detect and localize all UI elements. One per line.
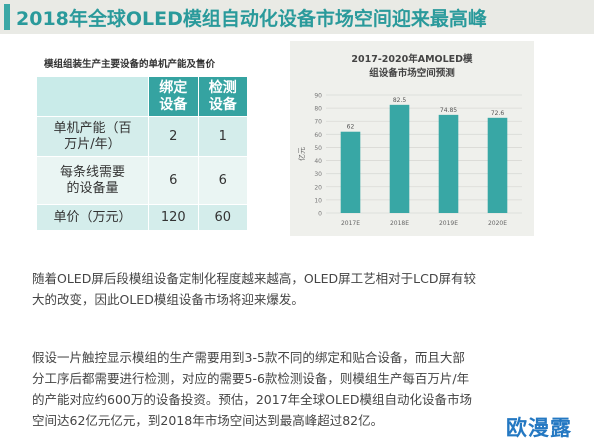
bar	[389, 104, 410, 213]
table-row: 单机产能（百 万片/年） 2 1	[36, 116, 248, 157]
data-label: 72.6	[491, 110, 505, 117]
chart-panel: 2017-2020年AMOLED模 组设备市场空间预测 0 10 20 30 40 50 60…	[290, 41, 534, 236]
y-tick-label: 60	[314, 132, 322, 139]
row-label: 单机产能（百 万片/年）	[36, 116, 149, 157]
header-accent-bar	[4, 4, 10, 30]
header-banner: 2018年全球OLED模组自动化设备市场空间迎来最高峰	[0, 0, 594, 34]
table-cell: 120	[148, 204, 199, 231]
y-axis-label: 亿元	[297, 147, 306, 161]
table-cell: 60	[197, 204, 248, 231]
bar	[340, 131, 361, 213]
paragraph-line: 假设一片触控显示模组的生产需要用到3-5款不同的绑定和贴合设备，而且大部	[32, 350, 465, 365]
bar	[487, 117, 508, 213]
column-header: 绑定 设备	[148, 76, 199, 117]
paragraph-line: 随着OLED屏后段模组设备定制化程度越来越高，OLED屏工艺相对于LCD屏有较	[32, 271, 476, 286]
page-title: 2018年全球OLED模组自动化设备市场空间迎来最高峰	[16, 8, 487, 30]
x-tick-label: 2017E	[341, 220, 360, 227]
row-label: 每条线需要 的设备量	[36, 156, 149, 205]
x-tick-label: 2019E	[439, 220, 458, 227]
table-cell: 2	[148, 116, 199, 157]
y-tick-label: 20	[314, 184, 322, 191]
x-tick-label: 2020E	[488, 220, 507, 227]
paragraph-line: 大的改变，因此OLED模组设备市场将迎来爆发。	[32, 292, 304, 307]
paragraph-line: 分工序后都需要进行检测，对应的需要5-6款检测设备，则模组生产每百万片/年	[32, 371, 470, 386]
chart-title-text: 2017-2020年AMOLED模 组设备市场空间预测	[351, 54, 473, 79]
y-tick-label: 40	[314, 158, 322, 165]
y-tick-label: 80	[314, 106, 322, 113]
table-row: 单价（万元） 120 60	[36, 204, 248, 231]
paragraph-line: 空间达62亿元亿元，到2018年市场空间达到最高峰超过82亿。	[32, 413, 384, 428]
equipment-table: 绑定 设备 检测 设备 单机产能（百 万片/年） 2 1 每条线需要 的设备量 6 6 …	[36, 76, 248, 231]
column-header-label: 检测 设备	[208, 79, 237, 113]
row-label-text: 单机产能（百 万片/年）	[53, 120, 132, 152]
row-label-text: 每条线需要 的设备量	[59, 164, 125, 196]
table-row: 每条线需要 的设备量 6 6	[36, 156, 248, 205]
data-label: 62	[347, 124, 355, 131]
table-cell: 6	[197, 156, 248, 205]
table-cell: 1	[197, 116, 248, 157]
table-cell: 6	[148, 156, 199, 205]
x-tick-label: 2018E	[390, 220, 409, 227]
paragraph-line: 的产能对应约600万的设备投资。预估，2017年全球OLED模组自动化设备市场	[32, 392, 472, 407]
table-title: 模组组装生产主要设备的单机产能及售价	[44, 59, 216, 70]
table-corner-cell	[36, 76, 149, 117]
y-tick-label: 30	[314, 171, 322, 178]
table-header-row: 绑定 设备 检测 设备	[36, 76, 248, 117]
column-header-label: 绑定 设备	[159, 79, 188, 113]
bar	[438, 114, 459, 213]
data-label: 74.85	[440, 107, 457, 114]
y-tick-label: 90	[314, 93, 322, 100]
row-label: 单价（万元）	[36, 204, 149, 231]
chart-title: 2017-2020年AMOLED模 组设备市场空间预测	[290, 53, 534, 81]
watermark-logo: 欧漫露	[506, 416, 572, 440]
paragraph-2: 假设一片触控显示模组的生产需要用到3-5款不同的绑定和贴合设备，而且大部 分工序…	[32, 347, 564, 431]
bar-chart: 0 10 20 30 40 50 60 70 80 90 亿元 62 2017E 82.5 2018E 74.…	[297, 93, 522, 227]
paragraph-1: 随着OLED屏后段模组设备定制化程度越来越高，OLED屏工艺相对于LCD屏有较 …	[32, 268, 564, 310]
y-tick-label: 0	[318, 211, 322, 218]
column-header: 检测 设备	[197, 76, 248, 117]
y-tick-label: 10	[314, 197, 322, 204]
y-tick-label: 50	[314, 145, 322, 152]
data-label: 82.5	[393, 97, 407, 104]
y-tick-label: 70	[314, 119, 322, 126]
